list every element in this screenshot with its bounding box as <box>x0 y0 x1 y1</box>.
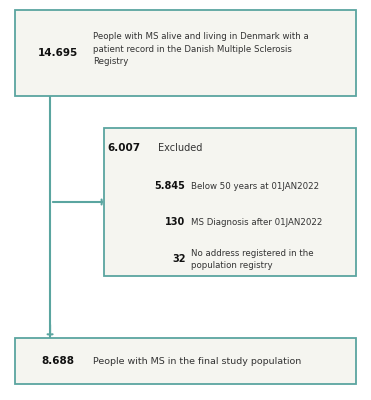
Text: 5.845: 5.845 <box>155 181 186 191</box>
Text: 32: 32 <box>172 254 186 264</box>
Text: MS Diagnosis after 01JAN2022: MS Diagnosis after 01JAN2022 <box>191 218 322 226</box>
FancyBboxPatch shape <box>15 338 356 384</box>
Text: Excluded: Excluded <box>158 143 202 153</box>
Text: Below 50 years at 01JAN2022: Below 50 years at 01JAN2022 <box>191 182 319 190</box>
Text: People with MS in the final study population: People with MS in the final study popula… <box>93 356 301 366</box>
Text: 14.695: 14.695 <box>37 48 78 58</box>
Text: 8.688: 8.688 <box>41 356 74 366</box>
Text: People with MS alive and living in Denmark with a
patient record in the Danish M: People with MS alive and living in Denma… <box>93 32 309 66</box>
Text: 6.007: 6.007 <box>108 143 141 153</box>
FancyBboxPatch shape <box>104 128 356 276</box>
Text: No address registered in the
population registry: No address registered in the population … <box>191 249 314 270</box>
FancyBboxPatch shape <box>15 10 356 96</box>
Text: 130: 130 <box>165 217 186 227</box>
